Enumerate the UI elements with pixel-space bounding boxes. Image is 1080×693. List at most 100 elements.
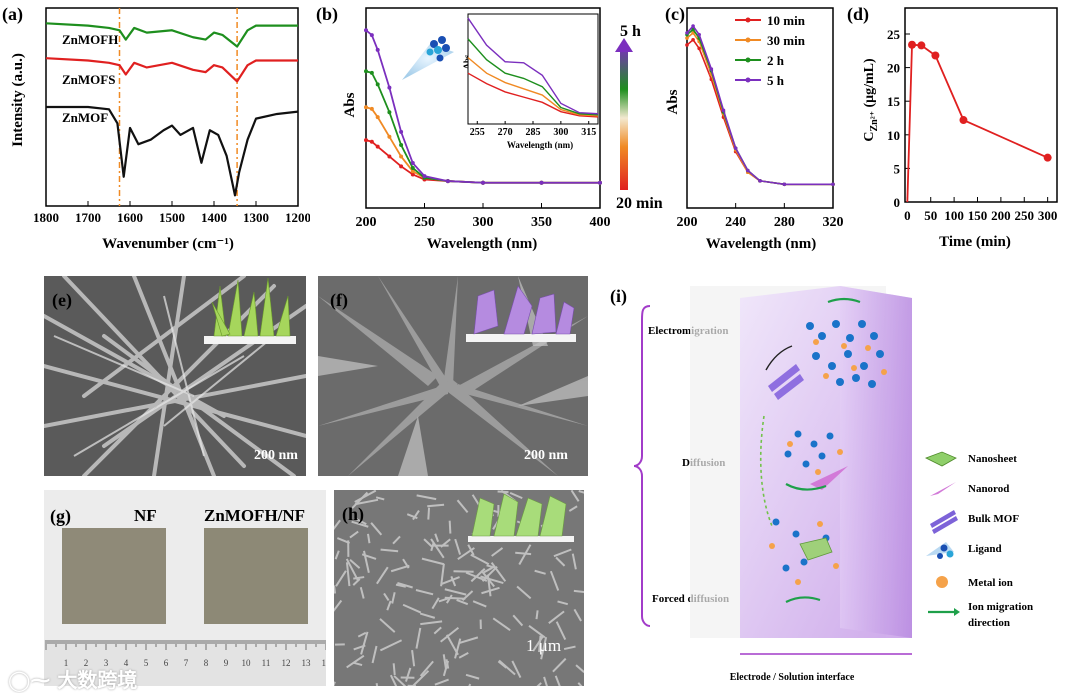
panel-f-label: (f) [330, 290, 348, 311]
legend-bulk-mof: Bulk MOF [968, 513, 1019, 525]
data-point [722, 109, 726, 113]
panel-i-label: (i) [610, 286, 627, 307]
nanosheet-edge [334, 585, 335, 593]
bulk-mof-legend-icon [930, 510, 958, 534]
panel-e-label: (e) [52, 290, 72, 311]
ruler-number: 6 [164, 658, 169, 668]
data-point [697, 33, 701, 37]
data-point [481, 181, 485, 185]
ruler-number: 13 [302, 658, 312, 668]
data-point [376, 82, 380, 86]
x-tick-label: 320 [823, 215, 844, 230]
x-tick-label: 1800 [33, 210, 59, 225]
nanosheet-edge [537, 610, 538, 619]
ftir-chart: (a) Intensity (a.u.) Wavenumber (cm⁻¹) Z… [0, 0, 310, 260]
data-point [423, 174, 427, 178]
plot-frame [687, 8, 833, 208]
x-tick-label: 400 [590, 215, 611, 230]
x-tick-label: 280 [774, 215, 795, 230]
nanosheet-texture [318, 276, 588, 476]
x-tick-label: 1700 [75, 210, 101, 225]
data-point [685, 31, 689, 35]
panel-b: (b) Abs Wavelength (nm) 5 h 20 min [310, 0, 665, 260]
scale-bar-label-e: 200 nm [254, 448, 298, 464]
legend-marker-3 [746, 78, 751, 83]
sem-image-e: (e) 200 nm [44, 276, 306, 476]
ruler-number: 5 [144, 658, 149, 668]
panel-g-label: (g) [50, 506, 71, 527]
data-point [387, 110, 391, 114]
nanosheet-edge [428, 508, 429, 520]
ion-arrow-head-icon [954, 608, 960, 616]
photo-g: 1234567891011121314 (g) NF ZnMOFH/NF [44, 490, 326, 686]
data-point [399, 130, 403, 134]
data-point [734, 146, 738, 150]
x-tick-label: 100 [944, 208, 964, 223]
x-tick-label: 1500 [159, 210, 185, 225]
data-point [598, 181, 602, 185]
legend-nanorod: Nanorod [968, 483, 1009, 495]
x-axis-label: Wavenumber (cm⁻¹) [102, 236, 234, 252]
panel-c-label: (c) [665, 4, 685, 25]
data-point [364, 138, 368, 142]
metal-ion-icon [936, 576, 948, 588]
legend-marker-1 [746, 38, 751, 43]
data-point [411, 161, 415, 165]
series-label-znmofs: ZnMOFS [62, 72, 115, 87]
data-point [387, 154, 391, 158]
ruler-number: 8 [204, 658, 209, 668]
watermark-text: 大数跨境 [57, 668, 137, 692]
data-point [411, 166, 415, 170]
sem-image-h: (h) 1 μm [334, 490, 584, 686]
x-tick-label: 250 [414, 215, 435, 230]
legend-label-3: 5 h [767, 73, 785, 88]
nanosheet-edge [454, 571, 474, 572]
uv-vis-chart: (b) Abs Wavelength (nm) 5 h 20 min [310, 0, 665, 260]
legend-marker-2 [746, 58, 751, 63]
panel-b-label: (b) [316, 4, 338, 25]
x-tick-label: 250 [1015, 208, 1034, 223]
y-tick-label: 10 [887, 128, 900, 143]
ion-migration-schematic: (i) Electromigration Diffusion Forced di… [600, 276, 1078, 688]
series-label-znmofh: ZnMOFH [62, 32, 118, 47]
data-point [685, 43, 689, 47]
data-point [446, 179, 450, 183]
x-tick-label: 300 [473, 215, 494, 230]
ligand-legend-icon [926, 542, 954, 559]
series-line-1 [687, 33, 833, 184]
y-axis-label: CZn²⁺ (μg/mL) [862, 58, 880, 142]
plot-frame [905, 8, 1057, 202]
data-point [364, 28, 368, 32]
legend-direction: direction [968, 617, 1010, 629]
nanorod-icon [930, 482, 956, 496]
data-point [710, 67, 714, 71]
data-point [917, 41, 925, 49]
data-point [831, 182, 835, 186]
data-point [370, 140, 374, 144]
bracket [634, 306, 650, 626]
y-tick-label: 20 [887, 61, 900, 76]
y-axis-label: Intensity (a.u.) [10, 53, 26, 147]
legend-label-2: 2 h [767, 53, 785, 68]
x-tick-label: 200 [356, 215, 377, 230]
sample-label-nf: NF [134, 506, 157, 526]
time-gradient-bar [620, 46, 628, 190]
series-line-3 [687, 26, 833, 184]
scale-bar-label-f: 200 nm [524, 448, 568, 464]
series-line [907, 45, 1047, 202]
x-tick-label: 1300 [243, 210, 269, 225]
data-point [399, 164, 403, 168]
data-point [376, 115, 380, 119]
x-tick-label: 240 [725, 215, 746, 230]
data-point [931, 52, 939, 60]
panel-i: (i) Electromigration Diffusion Forced di… [600, 276, 1078, 688]
time-top-label: 5 h [620, 23, 641, 40]
y-tick-label: 25 [887, 27, 901, 42]
data-point [399, 154, 403, 158]
data-point [691, 24, 695, 28]
data-point [908, 41, 916, 49]
legend-ion-migration: Ion migration [968, 601, 1033, 613]
scale-bar-label-h: 1 μm [526, 636, 561, 656]
